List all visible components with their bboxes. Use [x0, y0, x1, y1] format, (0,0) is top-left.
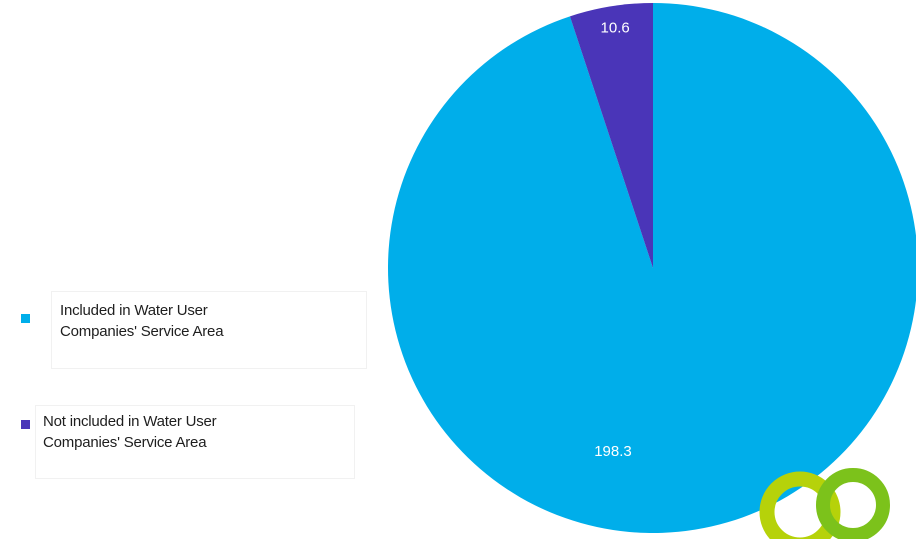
ring-light-green	[816, 468, 890, 539]
pie-slice-included	[388, 3, 916, 533]
legend-swatch-included	[21, 314, 30, 323]
legend-item-not-included: Not included in Water User Companies' Se…	[21, 406, 354, 478]
data-label-included: 198.3	[594, 443, 632, 460]
pie-slice-not-included	[569, 3, 653, 268]
decorative-rings	[759, 468, 890, 539]
legend-item-included: Included in Water User Companies' Servic…	[21, 292, 366, 368]
legend-label-included-line1: Included in Water User	[60, 302, 208, 319]
pie-slices	[388, 3, 916, 533]
legend-swatch-not-included	[21, 420, 30, 429]
legend-label-not-included: Not included in Water User Companies' Se…	[43, 411, 217, 453]
legend-label-included-line2: Companies' Service Area	[60, 323, 224, 340]
ring-dark-green	[759, 471, 841, 539]
legend-label-not-included-line1: Not included in Water User	[43, 413, 217, 430]
pie-data-labels: 198.3 10.6	[594, 20, 632, 460]
legend-label-not-included-line2: Companies' Service Area	[43, 434, 207, 451]
data-label-not-included: 10.6	[601, 20, 630, 37]
legend-label-included: Included in Water User Companies' Servic…	[60, 300, 224, 342]
